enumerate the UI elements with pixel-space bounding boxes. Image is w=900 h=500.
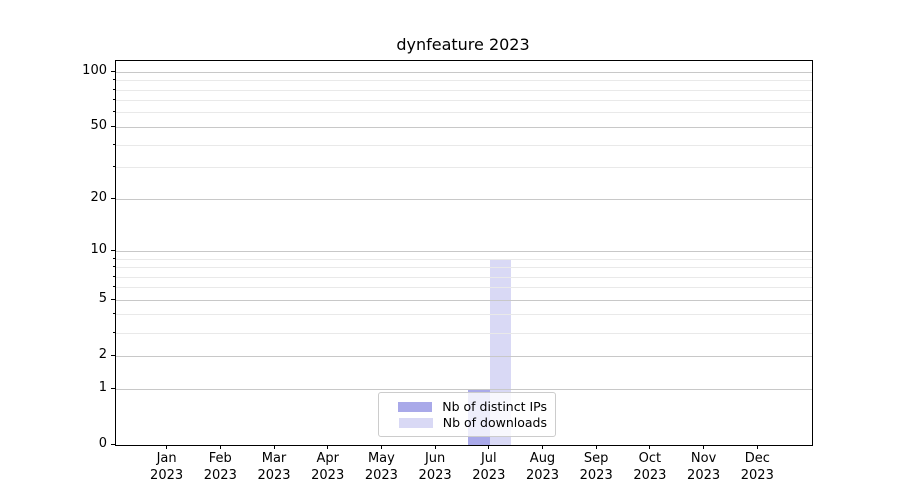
legend-swatch xyxy=(398,417,433,428)
y-tick-label: 5 xyxy=(98,291,107,307)
x-tick-mark xyxy=(219,445,221,449)
major-gridline xyxy=(116,250,812,252)
y-tick-label: 20 xyxy=(90,190,107,206)
y-tick-mark xyxy=(111,197,115,199)
x-tick-mark xyxy=(166,445,168,449)
x-tick-label: Jan 2023 xyxy=(150,451,184,483)
minor-gridline xyxy=(116,144,812,146)
y-minor-tick-mark xyxy=(112,79,115,81)
legend-item: Nb of distinct IPs xyxy=(386,399,547,414)
y-tick-mark xyxy=(111,249,115,251)
x-tick-label: Jun 2023 xyxy=(418,451,452,483)
minor-gridline xyxy=(116,314,812,316)
major-gridline xyxy=(116,388,812,390)
y-minor-tick-mark xyxy=(112,111,115,113)
y-minor-tick-mark xyxy=(112,286,115,288)
legend-label: Nb of downloads xyxy=(442,415,547,430)
x-tick-mark xyxy=(703,445,705,449)
y-tick-label: 100 xyxy=(82,63,107,79)
y-minor-tick-mark xyxy=(112,166,115,168)
y-minor-tick-mark xyxy=(112,257,115,259)
x-tick-label: Sep 2023 xyxy=(579,451,613,483)
minor-gridline xyxy=(116,100,812,102)
x-tick-mark xyxy=(327,445,329,449)
legend-item: Nb of downloads xyxy=(386,415,547,430)
y-minor-tick-mark xyxy=(112,266,115,267)
x-tick-label: Mar 2023 xyxy=(257,451,291,483)
x-tick-mark xyxy=(488,445,490,449)
x-tick-label: Apr 2023 xyxy=(311,451,345,483)
y-tick-label: 2 xyxy=(98,347,107,363)
x-tick-mark xyxy=(380,445,382,449)
legend-label: Nb of distinct IPs xyxy=(442,399,547,414)
major-gridline xyxy=(116,71,812,73)
x-tick-mark xyxy=(542,445,543,449)
y-tick-label: 0 xyxy=(98,436,107,451)
x-tick-label: Jul 2023 xyxy=(472,451,506,483)
chart-title: dynfeature 2023 xyxy=(396,35,530,54)
legend: Nb of distinct IPs Nb of downloads xyxy=(378,392,556,437)
x-tick-label: Dec 2023 xyxy=(740,451,774,483)
plot-area xyxy=(115,60,813,446)
x-tick-mark xyxy=(649,445,651,449)
minor-gridline xyxy=(116,258,812,260)
x-tick-label: May 2023 xyxy=(364,451,398,483)
x-tick-mark xyxy=(595,445,597,449)
x-tick-label: Feb 2023 xyxy=(203,451,237,483)
y-tick-mark xyxy=(111,125,115,127)
x-tick-label: Aug 2023 xyxy=(525,451,560,483)
y-tick-label: 50 xyxy=(90,118,107,134)
x-tick-mark xyxy=(756,445,758,449)
y-tick-label: 10 xyxy=(90,242,107,258)
y-tick-mark xyxy=(111,354,115,356)
minor-gridline xyxy=(116,332,812,334)
y-minor-tick-mark xyxy=(112,99,115,101)
minor-gridline xyxy=(116,112,812,114)
minor-gridline xyxy=(116,276,812,278)
minor-gridline xyxy=(116,89,812,91)
major-gridline xyxy=(116,299,812,301)
y-minor-tick-mark xyxy=(112,88,115,90)
minor-gridline xyxy=(116,267,812,268)
minor-gridline xyxy=(116,167,812,169)
y-minor-tick-mark xyxy=(112,143,115,145)
y-minor-tick-mark xyxy=(112,275,115,277)
minor-gridline xyxy=(116,80,812,82)
y-tick-mark xyxy=(111,387,115,389)
major-gridline xyxy=(116,126,812,128)
minor-gridline xyxy=(116,287,812,289)
legend-swatch xyxy=(398,401,433,412)
y-minor-tick-mark xyxy=(112,331,115,333)
y-minor-tick-mark xyxy=(112,313,115,315)
x-tick-mark xyxy=(434,445,436,449)
x-tick-label: Nov 2023 xyxy=(687,451,721,483)
y-tick-label: 1 xyxy=(98,380,107,395)
y-tick-mark xyxy=(111,443,115,445)
major-gridline xyxy=(116,198,812,200)
x-tick-label: Oct 2023 xyxy=(633,451,667,483)
y-tick-mark xyxy=(111,298,115,300)
x-tick-mark xyxy=(273,445,275,449)
major-gridline xyxy=(116,355,812,357)
y-tick-mark xyxy=(111,70,115,72)
